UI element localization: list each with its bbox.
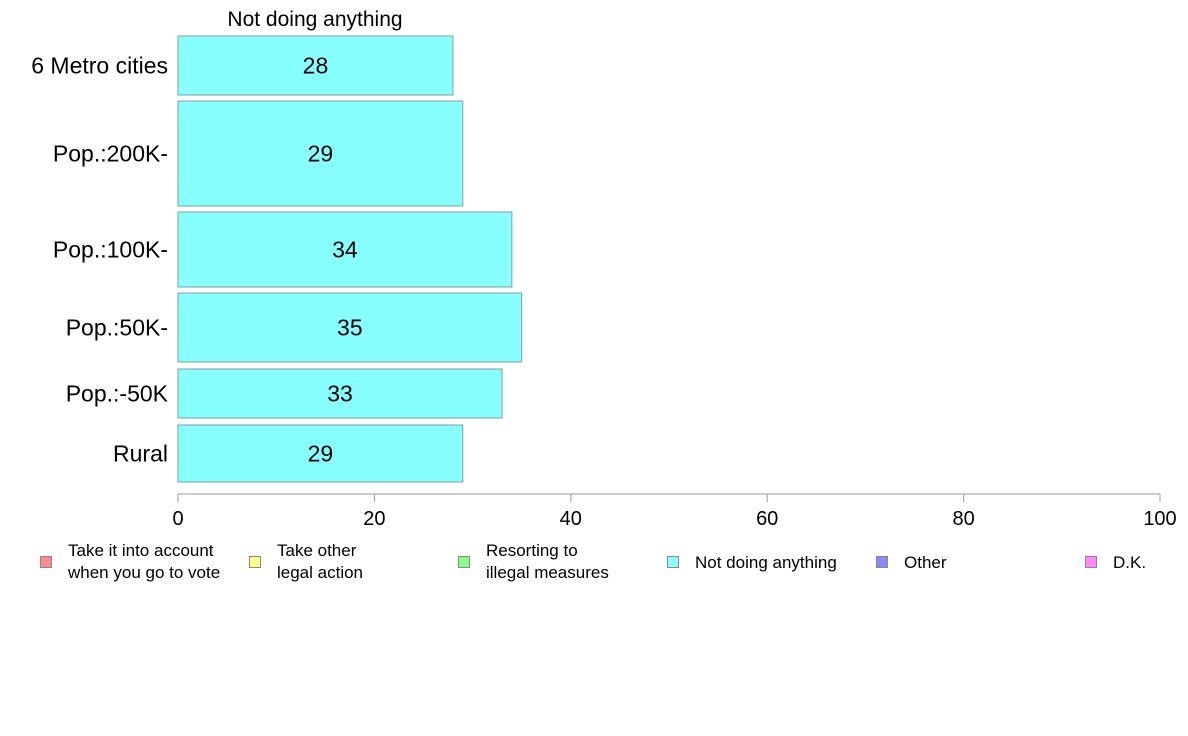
legend-item-dk: D.K.	[1085, 540, 1146, 574]
category-label: Rural	[113, 441, 168, 467]
bar-value-label: 34	[332, 237, 358, 263]
legend-swatch-other	[876, 556, 888, 568]
legend-swatch-illegal-measures	[458, 556, 470, 568]
bar	[177, 35, 454, 96]
legend-label-vote: Take it into account when you go to vote	[68, 541, 221, 582]
bar-value-label: 33	[327, 381, 353, 407]
chart-title: Not doing anything	[227, 8, 402, 31]
legend-item-vote: Take it into account when you go to vote	[40, 540, 220, 584]
category-label: Pop.:100K-	[53, 237, 168, 263]
x-tick-label: 80	[952, 508, 974, 530]
legend-label-illegal-measures: Resorting to illegal measures	[486, 541, 609, 582]
legend-swatch-vote	[40, 556, 52, 568]
legend-item-legal-action: Take other legal action	[249, 540, 363, 584]
bar-value-label: 28	[303, 53, 329, 79]
bar	[177, 292, 523, 363]
legend-item-not-doing-anything: Not doing anything	[667, 540, 837, 574]
category-label: Pop.:50K-	[66, 315, 168, 341]
bar-value-label: 29	[308, 441, 334, 467]
legend-label-legal-action: Take other legal action	[277, 541, 364, 582]
bar-value-label: 35	[337, 315, 363, 341]
legend-swatch-dk	[1085, 556, 1097, 568]
legend-swatch-legal-action	[249, 556, 261, 568]
bar	[177, 368, 503, 419]
legend-label-dk: D.K.	[1113, 553, 1147, 572]
category-label: Pop.:-50K	[66, 381, 169, 407]
legend-swatch-not-doing-anything	[667, 556, 679, 568]
bar	[177, 100, 464, 207]
bar-value-label: 29	[308, 141, 334, 167]
legend-item-illegal-measures: Resorting to illegal measures	[458, 540, 609, 584]
bar	[177, 211, 513, 288]
category-label: Pop.:200K-	[53, 141, 168, 167]
legend-item-other: Other	[876, 540, 947, 574]
x-tick-label: 100	[1143, 508, 1176, 530]
legend-label-not-doing-anything: Not doing anything	[695, 553, 837, 572]
x-tick-label: 0	[172, 508, 183, 530]
legend-label-other: Other	[904, 553, 947, 572]
legend: Take it into account when you go to vote…	[0, 540, 1188, 600]
bar	[177, 424, 464, 483]
x-tick-label: 60	[756, 508, 778, 530]
category-label: 6 Metro cities	[31, 53, 168, 79]
x-tick-label: 20	[363, 508, 385, 530]
x-tick-label: 40	[560, 508, 582, 530]
